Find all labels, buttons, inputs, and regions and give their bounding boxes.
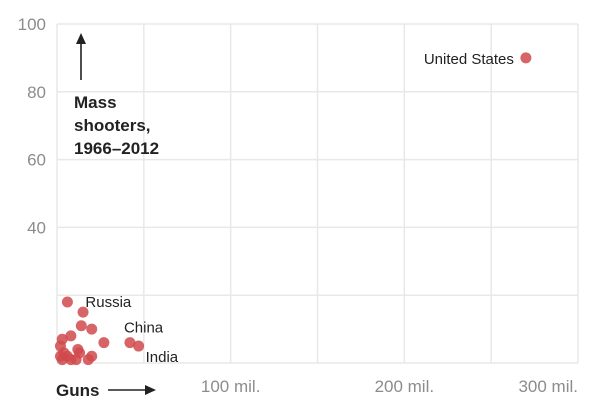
x-tick-label: 100 mil.	[201, 377, 261, 396]
data-point-china	[124, 337, 136, 349]
data-point	[65, 330, 77, 342]
data-point	[98, 337, 110, 349]
x-axis-annotation: Guns	[56, 381, 156, 400]
y-axis-annotation: Mass shooters, 1966–2012	[74, 33, 159, 158]
x-label: Guns	[56, 381, 99, 400]
x-tick-labels: 100 mil. 200 mil. 300 mil.	[201, 377, 578, 396]
right-arrow-icon	[145, 385, 156, 395]
data-point-india	[133, 340, 145, 352]
data-points	[54, 52, 532, 366]
point-label: India	[146, 349, 179, 366]
point-label: Russia	[85, 294, 132, 311]
x-tick-label: 200 mil.	[375, 377, 435, 396]
y-label-line-3: 1966–2012	[74, 139, 159, 158]
data-point-united-states	[520, 52, 532, 64]
y-tick-label: 100	[18, 15, 46, 34]
data-point	[77, 306, 89, 318]
y-tick-label: 80	[27, 83, 46, 102]
data-point	[82, 354, 94, 366]
data-point	[86, 323, 98, 335]
up-arrow-icon	[76, 33, 86, 44]
data-point-russia	[61, 296, 73, 308]
point-label: China	[124, 320, 164, 337]
point-label: United States	[424, 51, 514, 68]
data-point	[65, 354, 77, 366]
data-point	[75, 320, 87, 332]
y-tick-label: 60	[27, 151, 46, 170]
data-point	[74, 347, 86, 359]
gridlines	[56, 23, 579, 364]
y-label-line-2: shooters,	[74, 116, 151, 135]
y-tick-label: 40	[27, 218, 46, 237]
y-tick-labels: 100 80 60 40	[18, 15, 46, 237]
x-tick-label: 300 mil.	[518, 377, 578, 396]
y-label-line-1: Mass	[74, 93, 117, 112]
point-labels: United States Russia China India	[85, 51, 513, 366]
data-point	[54, 350, 66, 362]
